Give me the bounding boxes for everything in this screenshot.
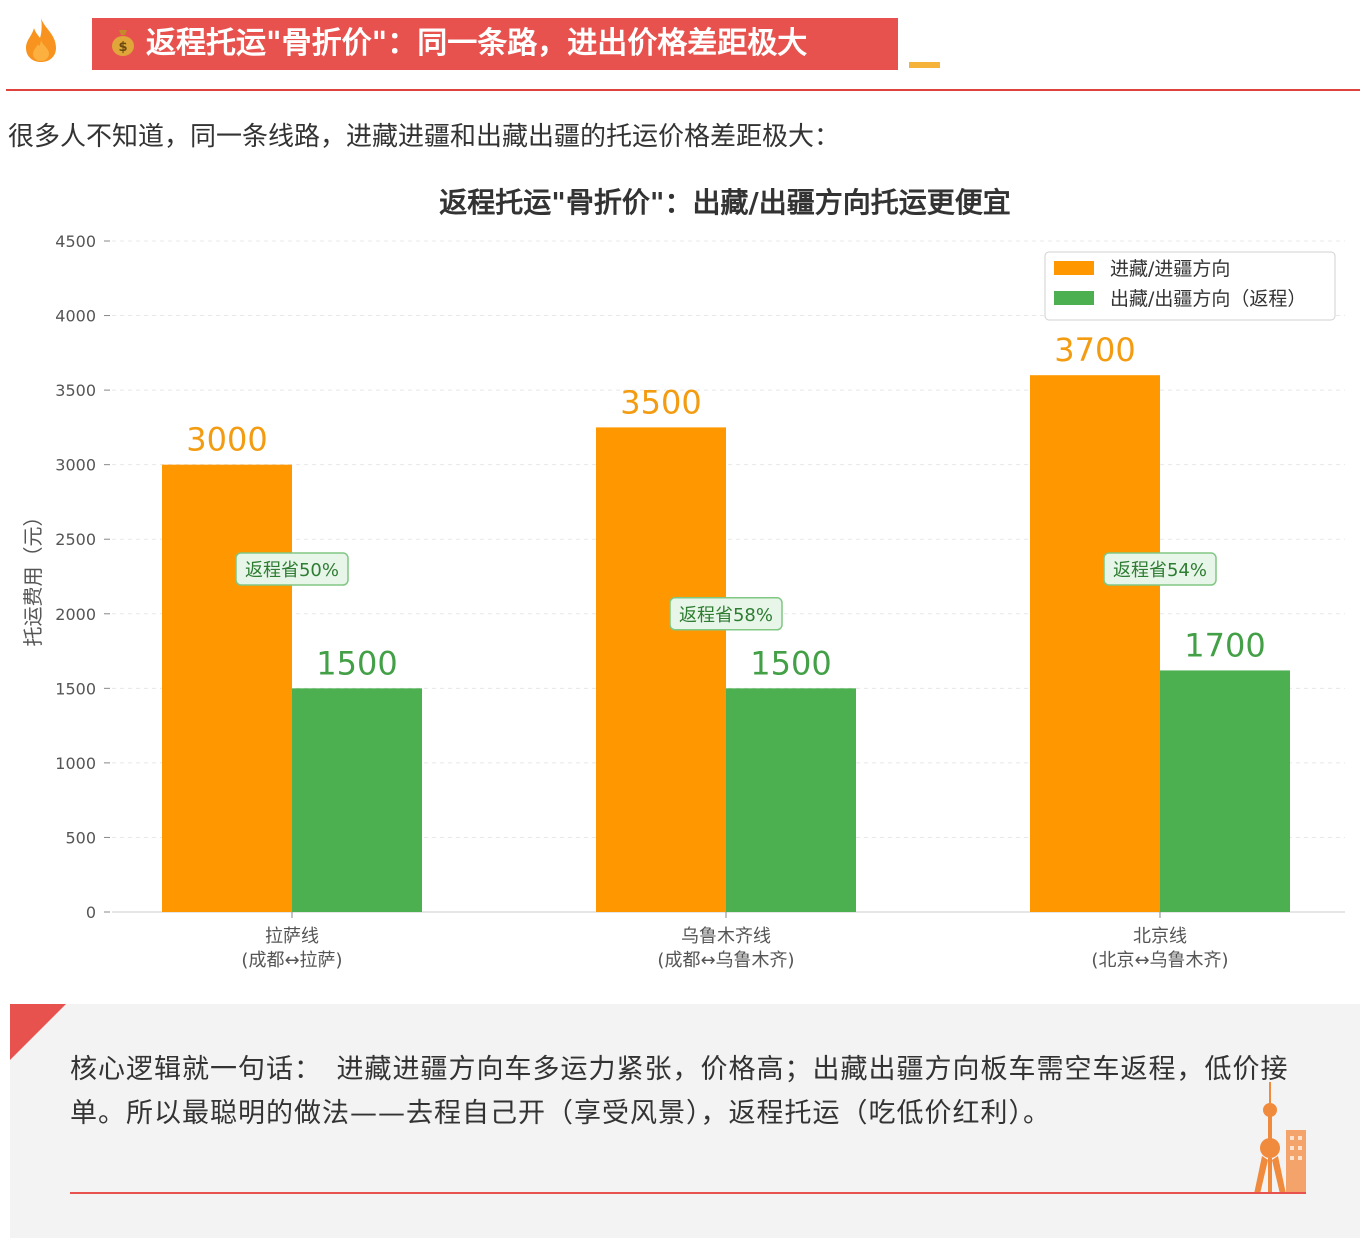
x-tick-label: 拉萨线 bbox=[265, 926, 319, 947]
savings-badge bbox=[669, 597, 783, 631]
bar-return bbox=[726, 688, 856, 912]
legend-swatch bbox=[1054, 261, 1094, 275]
money-bag-icon: $ bbox=[112, 30, 134, 56]
y-tick-label: 1500 bbox=[55, 679, 96, 698]
y-tick-label: 2500 bbox=[55, 530, 96, 549]
intro-paragraph: 很多人不知道，同一条线路，进藏进疆和出藏出疆的托运价格差距极大： bbox=[8, 122, 841, 152]
bar-inbound bbox=[162, 464, 292, 912]
section-header: $ 返程托运"骨折价"：同一条路，进出价格差距极大 bbox=[0, 0, 1360, 92]
note-corner-accent bbox=[10, 1004, 66, 1060]
legend-label: 出藏/出疆方向（返程） bbox=[1110, 288, 1306, 310]
section-title-text: 返程托运"骨折价"：同一条路，进出价格差距极大 bbox=[146, 26, 808, 61]
y-tick-label: 3500 bbox=[55, 381, 96, 400]
x-tick-sublabel: (北京↔乌鲁木齐) bbox=[1091, 950, 1228, 971]
note-divider bbox=[70, 1192, 1306, 1194]
savings-badge-text: 返程省50% bbox=[245, 560, 339, 581]
x-tick-label: 乌鲁木齐线 bbox=[681, 926, 771, 947]
savings-badge-text: 返程省54% bbox=[1113, 560, 1207, 581]
y-tick-label: 2000 bbox=[55, 605, 96, 624]
legend-swatch bbox=[1054, 291, 1094, 305]
svg-text:$: $ bbox=[118, 40, 127, 55]
y-tick-label: 500 bbox=[65, 828, 96, 847]
bar-value-label: 1500 bbox=[750, 644, 831, 682]
y-axis-label: 托运费用（元） bbox=[21, 507, 45, 647]
section-title: $ 返程托运"骨折价"：同一条路，进出价格差距极大 bbox=[92, 18, 898, 70]
bar-value-label: 3000 bbox=[186, 421, 267, 459]
price-comparison-chart: 返程托运"骨折价"：出藏/出疆方向托运更便宜 0 500 1000 1500 2000 25… bbox=[21, 186, 1345, 971]
header-divider bbox=[6, 89, 1360, 91]
flame-icon bbox=[26, 18, 56, 62]
bar-value-label: 3700 bbox=[1054, 331, 1135, 369]
legend-box bbox=[1044, 251, 1336, 321]
chart-title: 返程托运"骨折价"：出藏/出疆方向托运更便宜 bbox=[439, 186, 1010, 219]
title-cursor-mark bbox=[909, 62, 940, 68]
bar-inbound bbox=[596, 427, 726, 912]
bar-value-label: 1500 bbox=[316, 644, 397, 682]
key-note-text: 核心逻辑就一句话： 进藏进疆方向车多运力紧张，价格高；出藏出疆方向板车需空车返程… bbox=[70, 1054, 1289, 1129]
y-tick-label: 1000 bbox=[55, 754, 96, 773]
bar-return bbox=[1160, 670, 1290, 912]
bar-value-label: 1700 bbox=[1184, 626, 1265, 664]
x-tick-sublabel: (成都↔乌鲁木齐) bbox=[657, 950, 794, 971]
bar-return bbox=[292, 688, 422, 912]
key-note-card: 核心逻辑就一句话： 进藏进疆方向车多运力紧张，价格高；出藏出疆方向板车需空车返程… bbox=[10, 1004, 1360, 1238]
savings-badge bbox=[235, 552, 349, 586]
y-tick-label: 4500 bbox=[55, 232, 96, 251]
y-tick-label: 4000 bbox=[55, 307, 96, 326]
savings-badge bbox=[1103, 552, 1217, 586]
x-tick-sublabel: (成都↔拉萨) bbox=[241, 950, 342, 971]
y-tick-label: 3000 bbox=[55, 456, 96, 475]
city-tower-icon bbox=[1254, 1082, 1306, 1194]
savings-badge-text: 返程省58% bbox=[679, 605, 773, 626]
x-tick-label: 北京线 bbox=[1133, 926, 1187, 947]
y-tick-label: 0 bbox=[86, 903, 96, 922]
bar-value-label: 3500 bbox=[620, 383, 701, 421]
legend-label: 进藏/进疆方向 bbox=[1110, 258, 1230, 280]
bar-inbound bbox=[1030, 375, 1160, 912]
